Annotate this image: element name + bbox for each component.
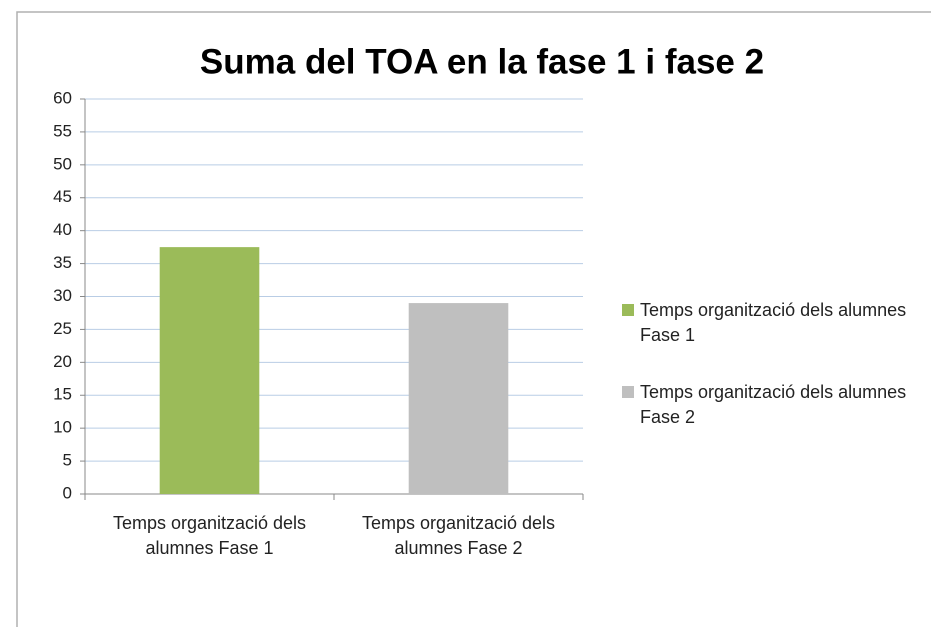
bar <box>408 303 509 494</box>
y-tick-label: 15 <box>53 385 72 404</box>
y-tick-label: 30 <box>53 286 72 305</box>
chart-border <box>16 11 931 627</box>
chart-title: Suma del TOA en la fase 1 i fase 2 <box>200 42 764 81</box>
y-tick-label: 50 <box>53 154 72 173</box>
y-tick-label: 45 <box>53 187 72 206</box>
y-tick-label: 25 <box>53 319 72 338</box>
y-tick-label: 35 <box>53 253 72 272</box>
x-tick-label: Temps organització dels alumnes Fase 1 <box>112 513 307 558</box>
y-tick-label: 40 <box>53 220 72 239</box>
bar <box>159 247 260 494</box>
y-tick-label: 0 <box>63 483 72 502</box>
y-tick-label: 5 <box>63 451 72 470</box>
legend-entry: Temps organització dels alumnes Fase 1 <box>622 298 910 348</box>
y-tick-label: 60 <box>53 88 72 107</box>
x-tick-label: Temps organització dels alumnes Fase 2 <box>361 513 556 558</box>
y-tick-label: 55 <box>53 121 72 140</box>
legend-swatch <box>622 386 634 398</box>
legend-swatch <box>622 304 634 316</box>
legend-label: Temps organització dels alumnes Fase 2 <box>640 382 907 427</box>
y-tick-label: 10 <box>53 418 72 437</box>
legend-label: Temps organització dels alumnes Fase 1 <box>640 300 907 345</box>
legend-entry: Temps organització dels alumnes Fase 2 <box>622 380 910 430</box>
y-tick-label: 20 <box>53 352 72 371</box>
